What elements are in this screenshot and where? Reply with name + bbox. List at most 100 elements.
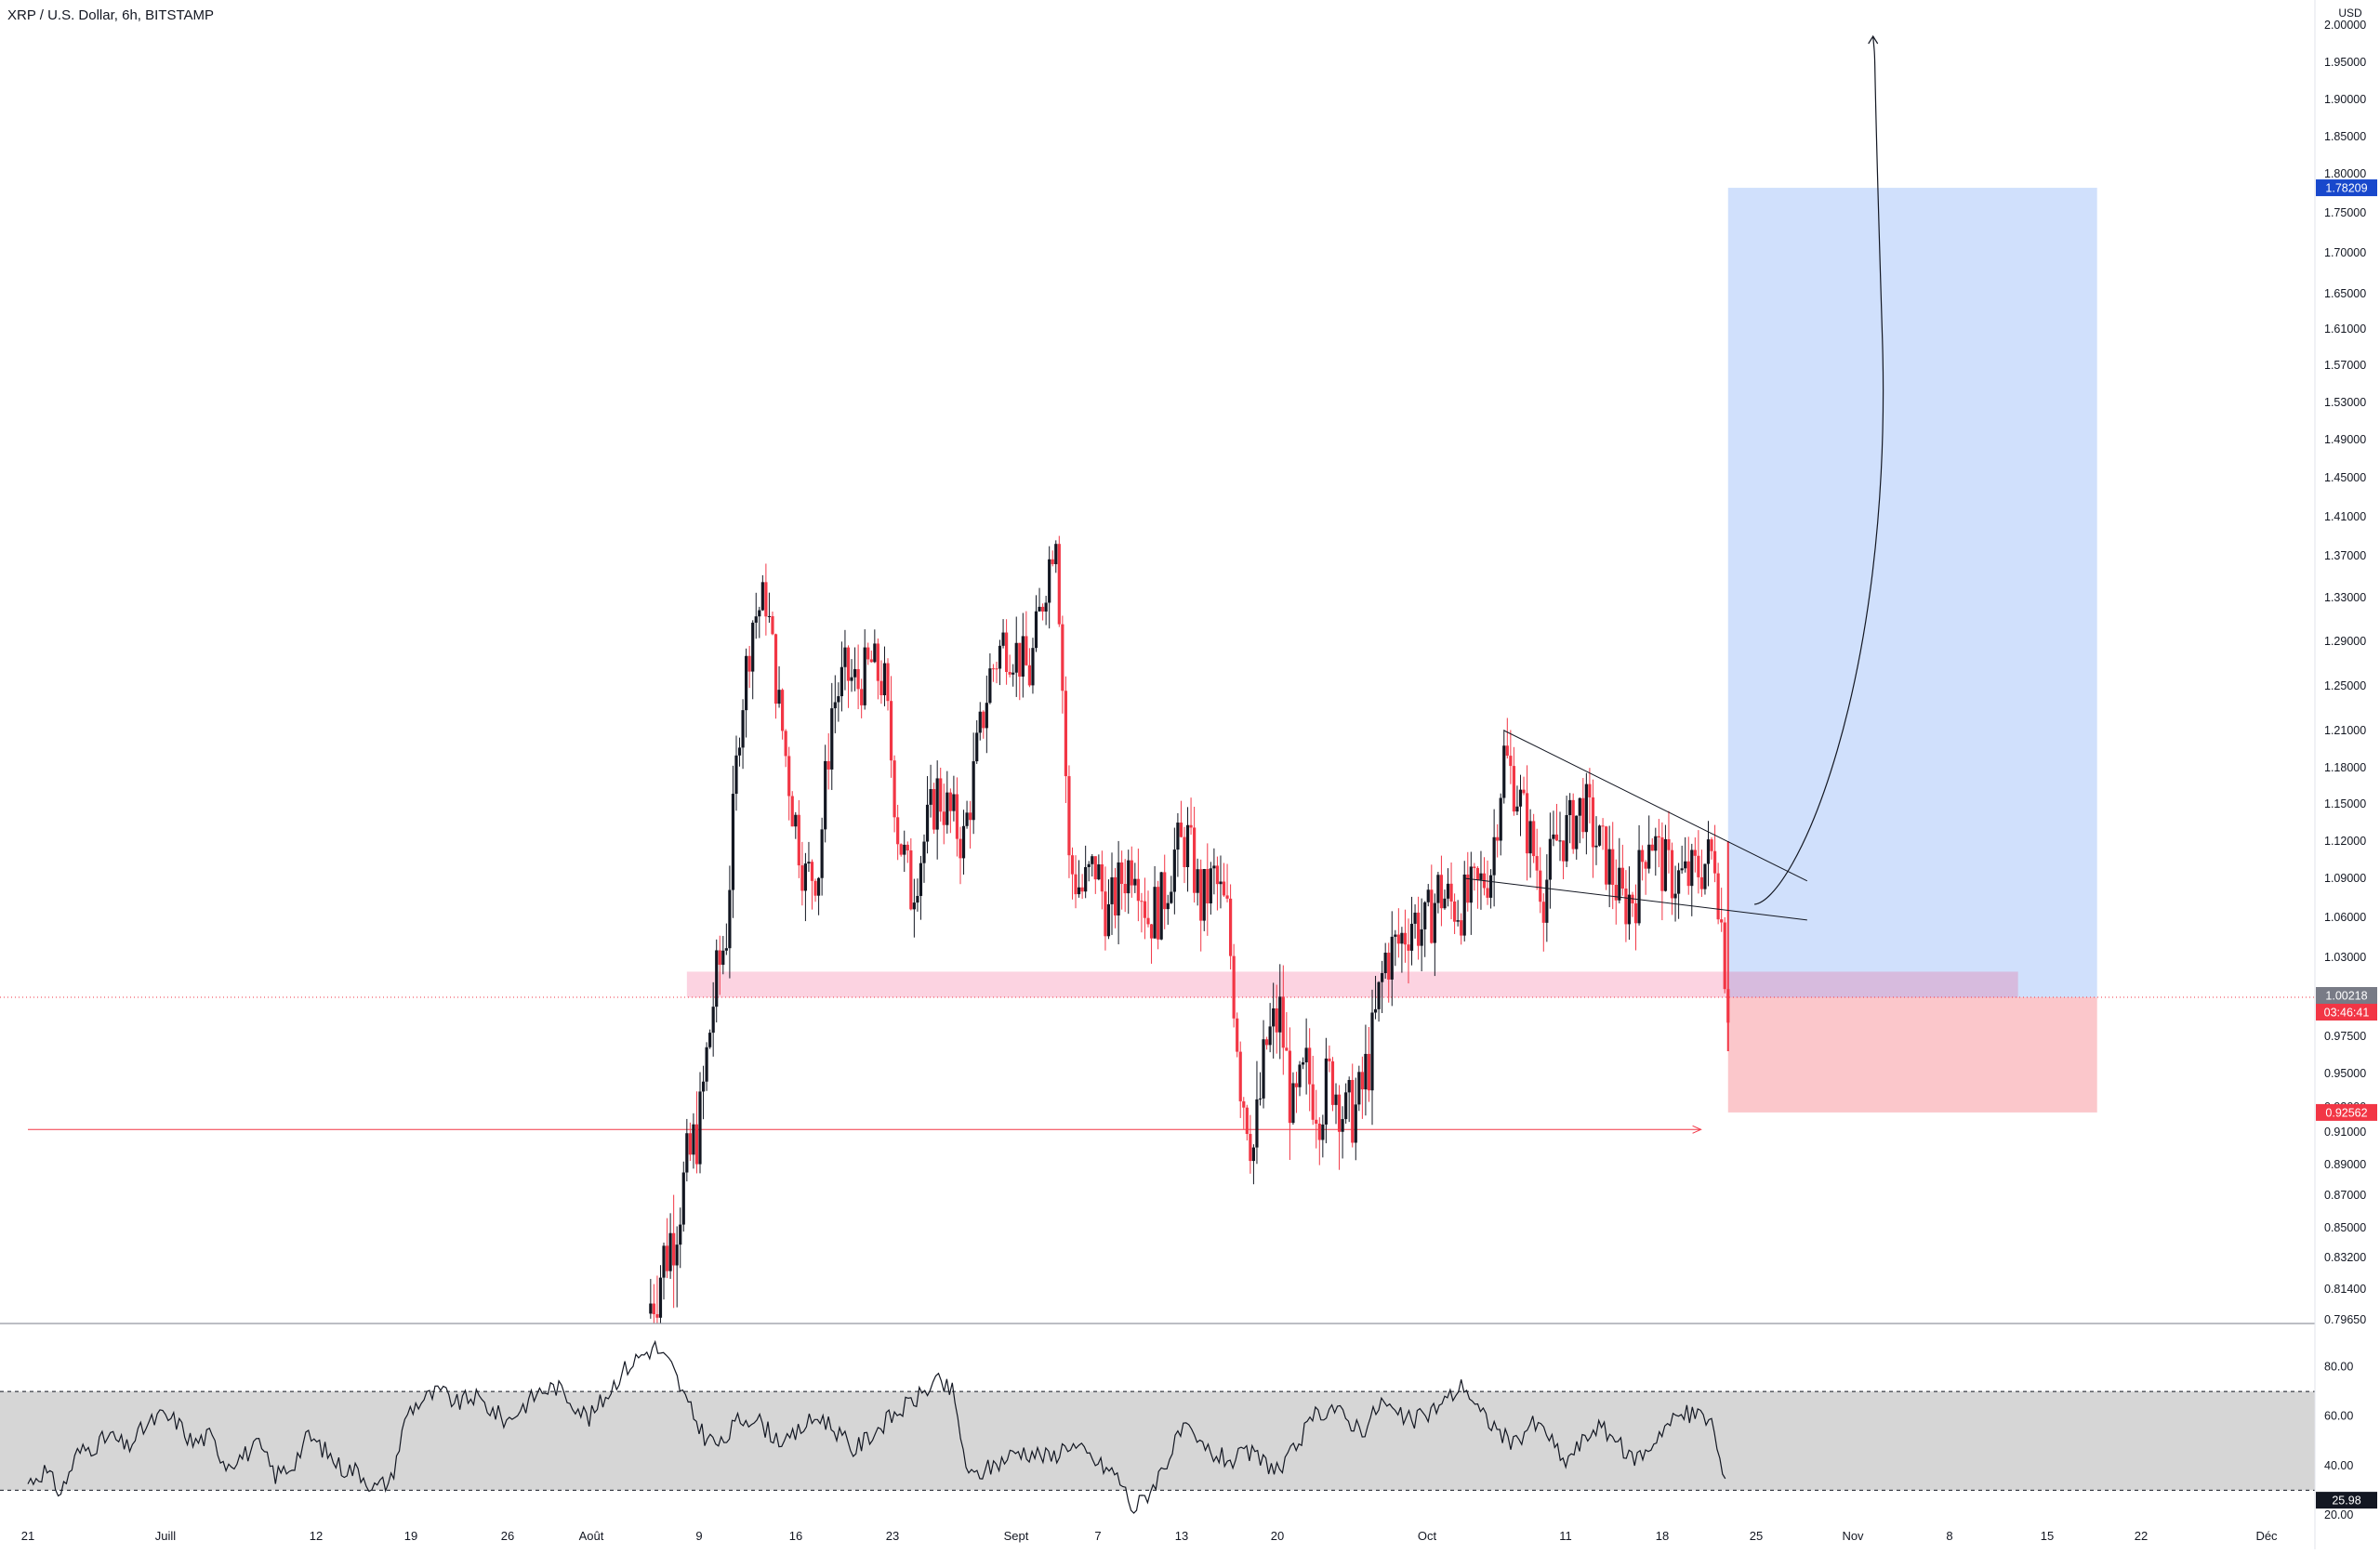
candle-body [1473, 866, 1476, 868]
candle-body [1130, 860, 1133, 886]
candle-body [1337, 1094, 1342, 1132]
candle-body [1449, 883, 1453, 902]
candle-body [1324, 1058, 1328, 1125]
candle-body [1591, 797, 1595, 848]
candle-body [1202, 869, 1206, 921]
rsi-axis-label: 20.00 [2324, 1508, 2353, 1521]
time-axis-label: Nov [1842, 1529, 1864, 1543]
support-zone[interactable] [686, 971, 2018, 998]
candle-body [1209, 868, 1212, 903]
candle-body [1541, 902, 1545, 923]
price-axis-label: 0.97500 [2324, 1030, 2366, 1043]
time-axis-label: 11 [1559, 1529, 1572, 1543]
candle-body [1568, 799, 1572, 815]
stop-zone[interactable] [1727, 996, 2097, 1113]
candle-body [1367, 1053, 1371, 1091]
price-axis-label: 1.80000 [2324, 167, 2366, 180]
candle-body [1720, 919, 1724, 923]
annotation-layer [0, 188, 2315, 1134]
candle-body [797, 814, 800, 866]
candle-body [787, 756, 791, 797]
candle-body [948, 792, 952, 811]
candle-body [1308, 1047, 1312, 1085]
profit-zone[interactable] [1727, 188, 2097, 997]
candle-body [1219, 881, 1223, 885]
candle-body [892, 760, 896, 818]
candle-body [1272, 1007, 1276, 1027]
projection-curve[interactable] [1754, 35, 1884, 905]
price-axis-label: 1.49000 [2324, 433, 2366, 446]
price-axis-label: 1.06000 [2324, 911, 2366, 924]
candle-body [694, 1124, 699, 1165]
countdown-badge-bg [2316, 1003, 2377, 1021]
candle-body [1644, 862, 1647, 869]
time-axis-label: 18 [1656, 1529, 1669, 1543]
candle-body [853, 668, 857, 678]
candle-body [760, 582, 764, 611]
price-axis-label: 1.12000 [2324, 835, 2366, 848]
candle-body [1390, 936, 1394, 980]
candle-body [995, 668, 998, 670]
candle-body [807, 862, 811, 864]
candle-body [816, 877, 821, 896]
candle-body [1001, 632, 1005, 646]
candle-body [925, 804, 930, 842]
price-axis-label: 1.65000 [2324, 287, 2366, 300]
time-axis-label: Oct [1418, 1529, 1437, 1543]
candle-body [1048, 559, 1051, 603]
candle-body [1466, 874, 1470, 903]
candle-body [1291, 1083, 1295, 1124]
candle-body [1364, 1053, 1368, 1090]
candle-body [1025, 636, 1028, 665]
candle-body [896, 817, 900, 845]
candle-body [1552, 834, 1555, 839]
candle-body [1140, 901, 1144, 902]
candle-body [1460, 920, 1463, 936]
candle-body [718, 950, 721, 966]
candle-body [1143, 901, 1147, 918]
candle-body [1149, 924, 1154, 939]
candle-body [1238, 1051, 1242, 1101]
candle-body [850, 677, 853, 681]
price-axis-label: 1.29000 [2324, 635, 2366, 648]
candle-body [824, 760, 827, 830]
candle-body [1377, 981, 1381, 1009]
candle-body [1021, 636, 1025, 677]
wedge-upper-line[interactable] [1503, 730, 1808, 882]
candle-body [745, 655, 748, 711]
candle-body [692, 1124, 695, 1155]
candle-body [1005, 632, 1009, 672]
candle-body [1383, 953, 1387, 974]
time-axis-label: 19 [404, 1529, 417, 1543]
candle-body [1294, 1083, 1299, 1087]
rsi-line [27, 1339, 1726, 1514]
candle-body [1409, 923, 1414, 951]
price-axis-label: 0.95000 [2324, 1067, 2366, 1080]
candle-body [889, 701, 893, 761]
candle-body [1496, 836, 1500, 841]
time-axis-label: 16 [789, 1529, 802, 1543]
candle-body [1697, 855, 1700, 877]
candle-body [1413, 912, 1417, 924]
candle-body [1575, 815, 1579, 849]
candle-body [1502, 745, 1506, 798]
candle-body [988, 668, 992, 704]
candle-body [876, 643, 879, 681]
candle-body [906, 844, 909, 850]
candle-body [912, 902, 916, 910]
candle-body [1693, 849, 1697, 856]
candle-body [1123, 884, 1127, 894]
rsi-layer [27, 1339, 1726, 1514]
candle-body [1330, 1060, 1335, 1105]
candle-body [1100, 864, 1104, 892]
time-axis-label: 15 [2041, 1529, 2054, 1543]
candle-body [728, 889, 732, 949]
candle-body [959, 838, 962, 859]
candle-body [1222, 881, 1226, 896]
candle-body [1667, 838, 1671, 850]
candle-body [1341, 1119, 1344, 1132]
wedge-lower-line[interactable] [1464, 877, 1807, 921]
candle-body [1394, 934, 1397, 937]
